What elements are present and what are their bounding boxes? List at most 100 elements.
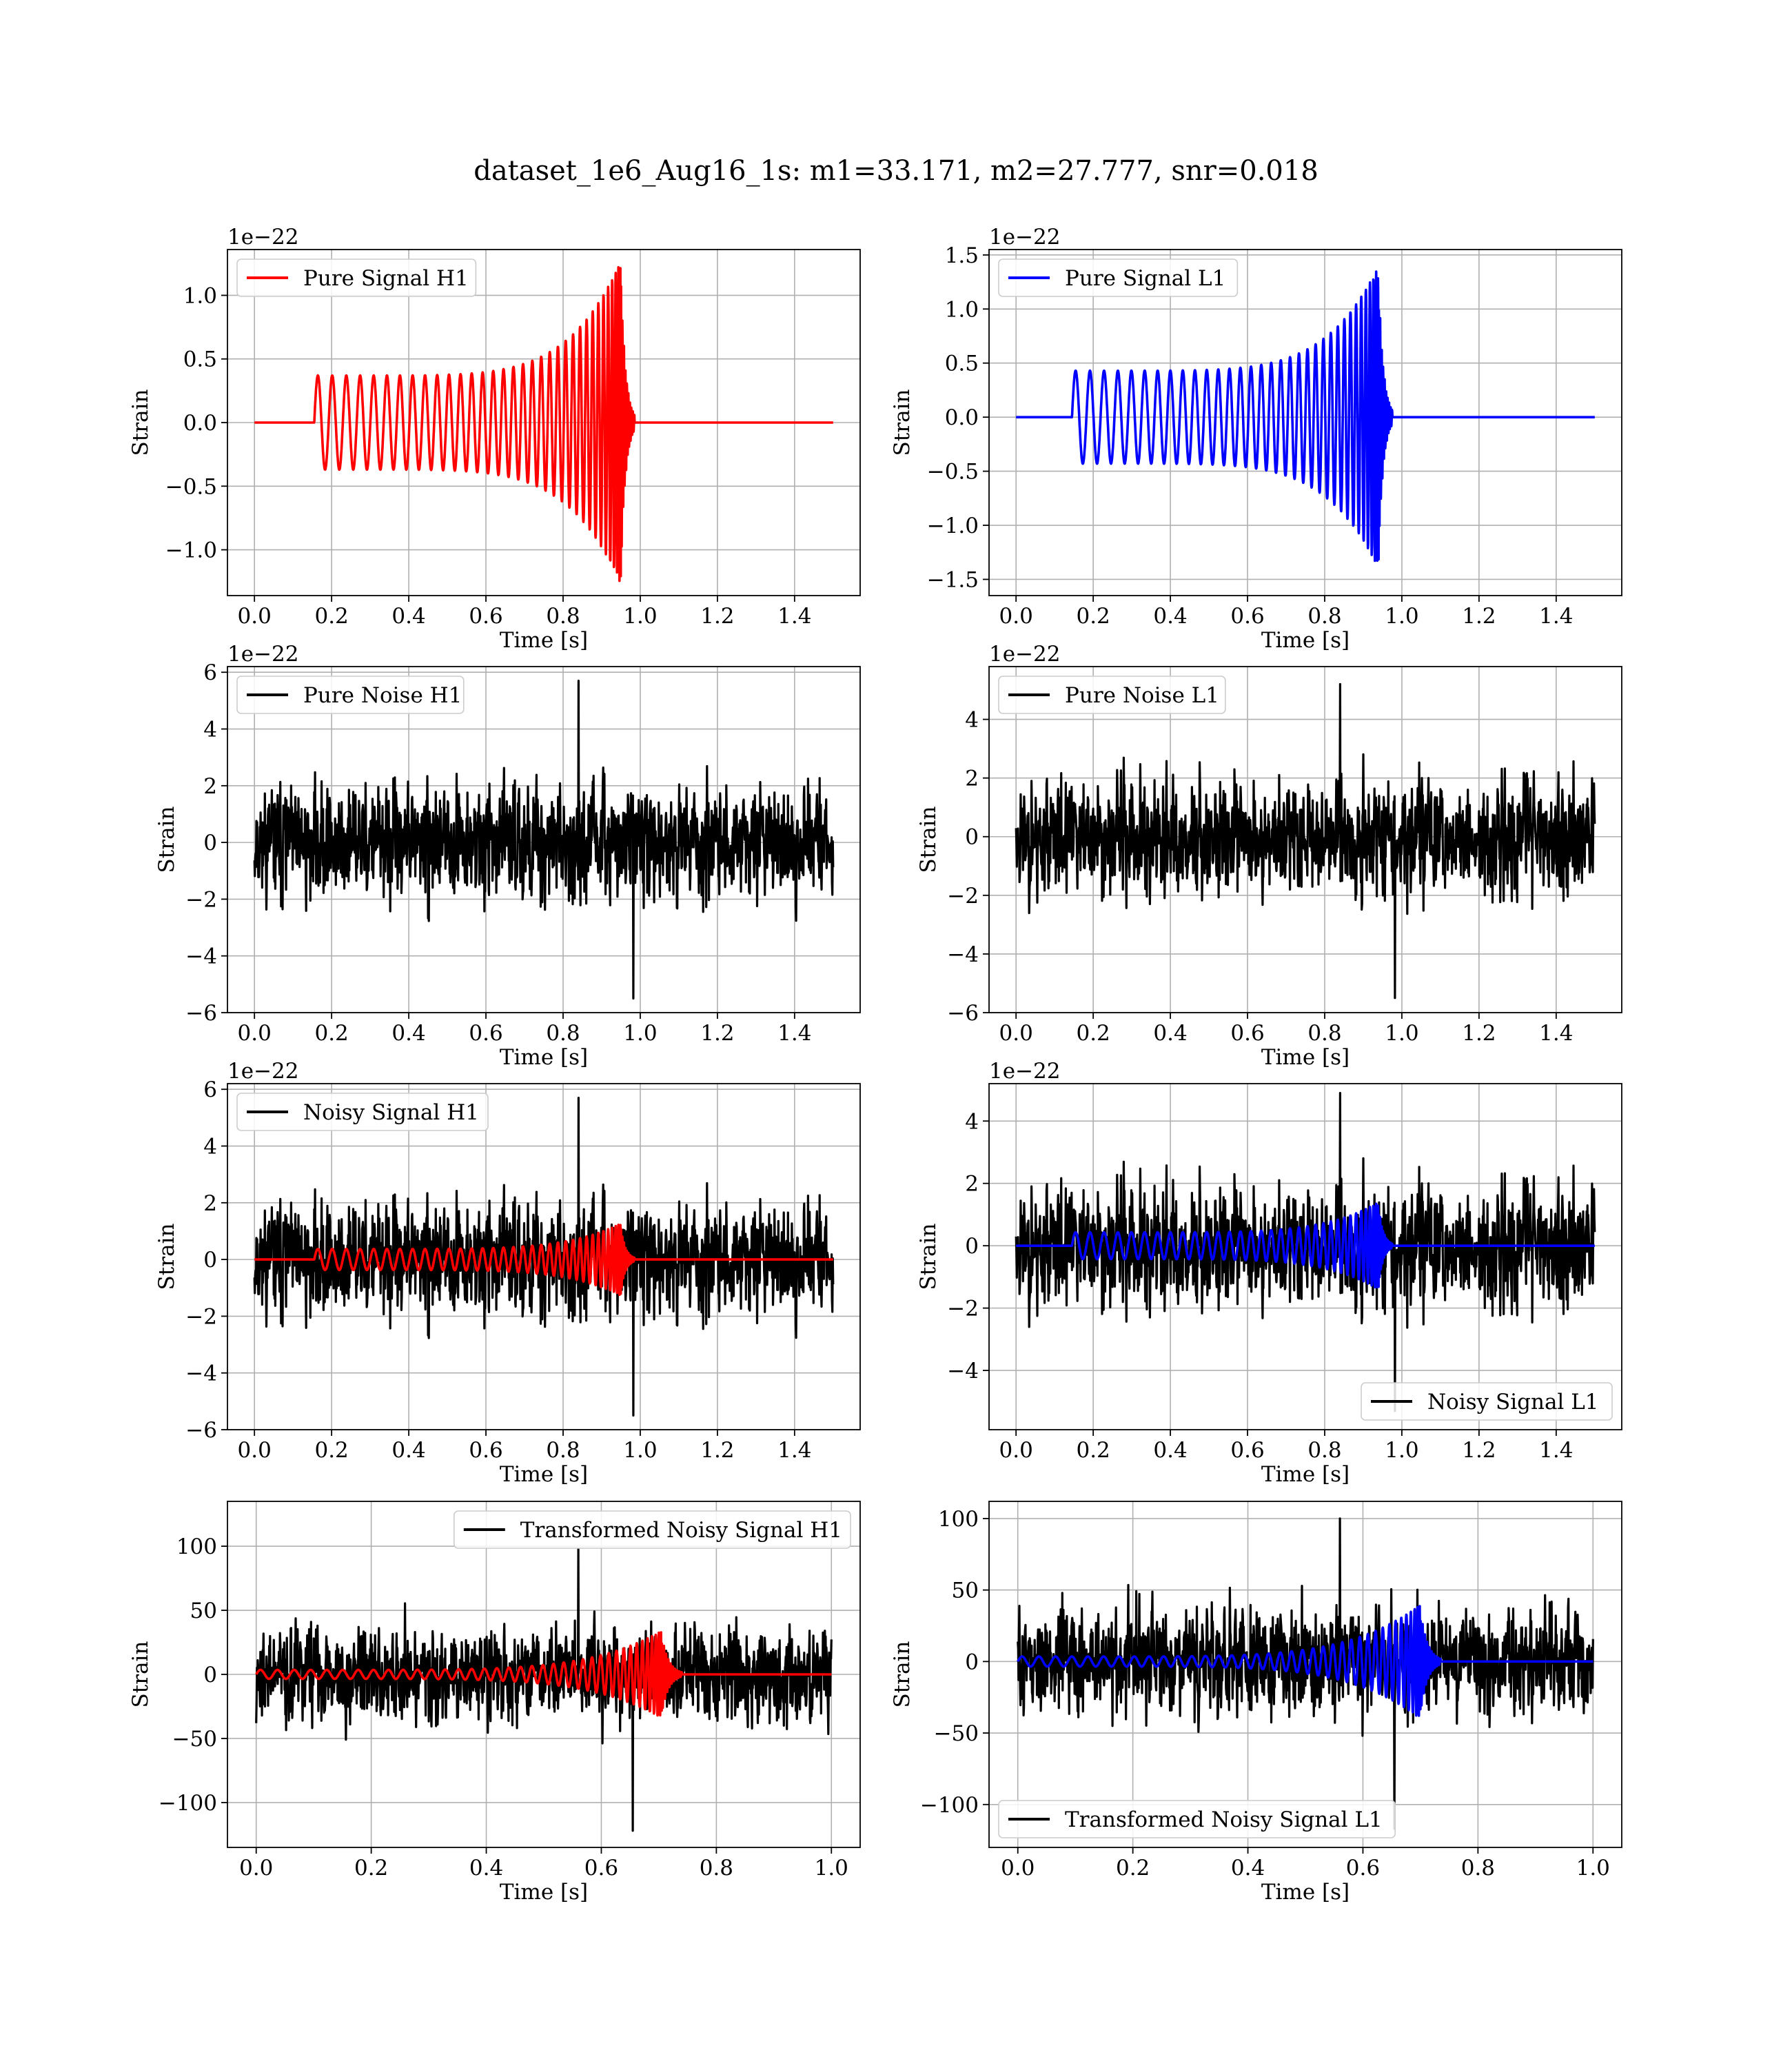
x-axis-label: Time [s] [500,1880,588,1905]
x-tick-label: 1.2 [1462,604,1496,629]
y-tick-label: −2 [947,1297,979,1321]
legend-label: Transformed Noisy Signal H1 [520,1518,842,1543]
x-tick-label: 0.6 [1230,604,1264,629]
x-tick-label: 0.8 [546,1021,580,1046]
x-tick-label: 0.0 [999,1438,1033,1463]
legend-box [1361,1382,1613,1421]
series-line-signal [1015,270,1596,562]
chart-panel-pure-noise-h1: 0.0 0.2 0.4 0.6 0.8 1.0 1.2 1.4 −6 −4 −2 0 2 4 6 Time [… [154,642,861,1070]
series-line-signal [253,1224,835,1297]
series-line-noise [253,1097,835,1417]
series-line-signal [1015,1202,1596,1288]
y-tick-label: 100 [176,1534,217,1559]
x-tick-label: 0.0 [238,604,272,629]
x-tick-label: 0.4 [391,604,425,629]
x-tick-label: 0.2 [314,1438,348,1463]
x-tick-label: 1.2 [1462,1438,1496,1463]
x-tick-label: 0.2 [1076,1021,1110,1046]
x-tick-label: 0.8 [700,1856,733,1881]
series-line-noise [1015,682,1596,1000]
y-tick-label: −6 [185,1001,217,1026]
y-tick-label: −6 [947,1001,979,1026]
x-tick-label: 0.6 [469,1021,502,1046]
y-tick-label: 0 [965,1650,979,1674]
legend-label: Pure Noise L1 [1065,683,1219,708]
axes-frame [227,249,861,596]
chart-panel-transformed-h1: 0.0 0.2 0.4 0.6 0.8 1.0 −100 −50 0 50 100 Time [s] S… [128,1501,861,1905]
offset-text: 1e−22 [227,642,299,667]
x-tick-label: 0.4 [1153,604,1187,629]
y-tick-label: 2 [965,1172,979,1197]
offset-text: 1e−22 [989,642,1061,667]
x-tick-label: 0.4 [469,1856,503,1881]
y-tick-label: 50 [190,1599,217,1623]
x-tick-label: 0.0 [999,1021,1033,1046]
legend-label: Noisy Signal L1 [1427,1390,1599,1415]
chart-panel-pure-signal-l1: 0.0 0.2 0.4 0.6 0.8 1.0 1.2 1.4 −1.5 −1.0 −0.5 0.0 0… [890,225,1622,653]
y-tick-label: 50 [952,1579,979,1603]
y-tick-label: 0 [965,825,979,850]
series-line-signal [253,266,835,582]
legend-box [998,258,1239,297]
x-tick-label: 1.0 [1385,604,1418,629]
axes-frame [988,249,1622,596]
legend-label: Noisy Signal H1 [303,1100,479,1125]
x-tick-label: 0.8 [1307,1021,1341,1046]
y-tick-label: −1.0 [927,514,979,538]
legend: Pure Signal L1 [998,258,1239,297]
y-tick-label: 2 [203,774,217,799]
x-tick-label: 0.4 [1153,1438,1187,1463]
x-tick-label: 1.2 [1462,1021,1496,1046]
x-tick-label: 1.0 [1385,1438,1418,1463]
legend-box [453,1510,851,1549]
series-line-noise [253,680,835,1000]
y-tick-label: 1.5 [945,243,979,268]
chart-panel-noisy-signal-h1: 0.0 0.2 0.4 0.6 0.8 1.0 1.2 1.4 −6 −4 −2 0 2 4 6 Time [… [154,1059,861,1487]
y-tick-label: 2 [203,1191,217,1216]
y-axis-label: Strain [890,389,915,456]
legend: Transformed Noisy Signal H1 [453,1510,851,1549]
x-tick-label: 0.2 [354,1856,388,1881]
axes-frame [988,1501,1622,1848]
x-tick-label: 0.0 [239,1856,273,1881]
chart-panel-pure-noise-l1: 0.0 0.2 0.4 0.6 0.8 1.0 1.2 1.4 −6 −4 −2 0 2 4 Time [s… [916,642,1622,1070]
y-tick-label: 4 [203,1135,217,1159]
y-tick-label: 6 [203,660,217,685]
x-tick-label: 1.0 [623,604,657,629]
y-axis-label: Strain [128,1641,153,1708]
y-axis-label: Strain [154,807,179,873]
y-tick-label: −100 [920,1793,979,1818]
x-tick-label: 1.4 [1539,604,1573,629]
x-tick-label: 1.4 [1539,1021,1573,1046]
y-tick-label: −4 [947,1359,979,1383]
x-axis-label: Time [s] [1261,1880,1350,1905]
x-tick-label: 0.6 [1230,1438,1264,1463]
x-tick-label: 0.8 [546,604,580,629]
x-tick-label: 0.6 [584,1856,618,1881]
y-tick-label: 4 [965,708,979,733]
y-axis-label: Strain [916,807,941,873]
chart-panel-transformed-l1: 0.0 0.2 0.4 0.6 0.8 1.0 −100 −50 0 50 100 Time [s] S… [890,1501,1622,1905]
x-tick-label: 0.6 [469,1438,502,1463]
x-axis-label: Time [s] [1261,1045,1350,1070]
y-tick-label: 0 [965,1234,979,1259]
x-tick-label: 0.6 [469,604,502,629]
x-axis-label: Time [s] [500,1045,588,1070]
y-tick-label: −0.5 [927,460,979,485]
y-tick-label: −2 [185,887,217,912]
legend-label: Pure Signal H1 [303,266,469,291]
axes-frame [988,666,1622,1013]
y-tick-label: −50 [934,1721,979,1746]
x-axis-label: Time [s] [1261,1462,1350,1487]
axes-frame [988,1083,1622,1430]
y-tick-label: 4 [203,718,217,742]
x-axis-label: Time [s] [500,1462,588,1487]
legend: Noisy Signal L1 [1361,1382,1613,1421]
x-tick-label: 1.4 [1539,1438,1573,1463]
chart-panel-noisy-signal-l1: 0.0 0.2 0.4 0.6 0.8 1.0 1.2 1.4 −4 −2 0 2 4 Time [s] S… [916,1059,1622,1487]
y-tick-label: 0 [203,831,217,855]
x-tick-label: 1.0 [623,1438,657,1463]
y-tick-label: 0.5 [945,352,979,376]
x-tick-label: 0.2 [1076,604,1110,629]
